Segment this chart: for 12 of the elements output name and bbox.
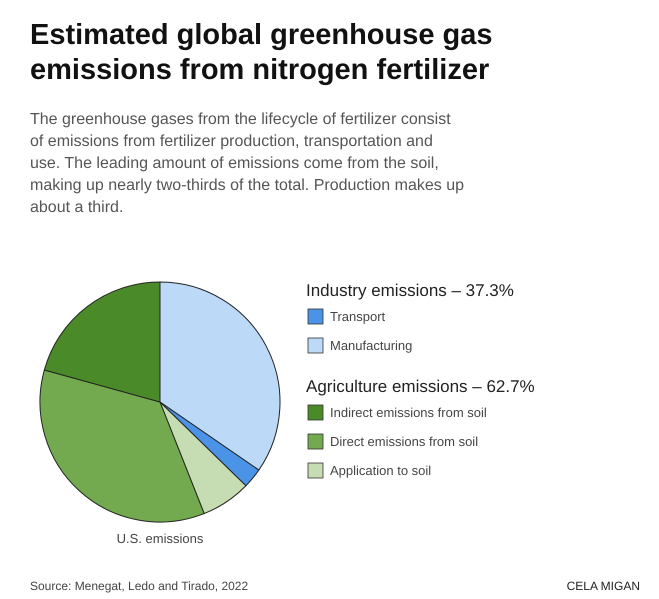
legend-label: Indirect emissions from soil — [330, 405, 487, 420]
chart-subtitle: The greenhouse gases from the lifecycle of fertilizer consist of emissions from fertilizer production, transportation and use. The leading amount of emissions come from the soil, making up nearly two-thirds of the total. Production makes up about a third. — [30, 111, 464, 216]
text: Industry emissions – 37.3% — [306, 281, 514, 300]
legend-label: Manufacturing — [330, 338, 412, 353]
legend-label: Direct emissions from soil — [330, 434, 478, 449]
source-note: Source: Menegat, Ledo and Tirado, 2022 — [30, 579, 248, 593]
chart-title: Estimated global greenhouse gas emissions from nitrogen fertilizer — [30, 19, 492, 86]
legend-label: Application to soil — [330, 463, 432, 478]
text: U.S. emissions — [116, 531, 204, 546]
text: CELA MIGAN — [566, 579, 640, 593]
legend-label: Transport — [330, 309, 386, 324]
text: Agriculture emissions – 62.7% — [306, 377, 535, 396]
